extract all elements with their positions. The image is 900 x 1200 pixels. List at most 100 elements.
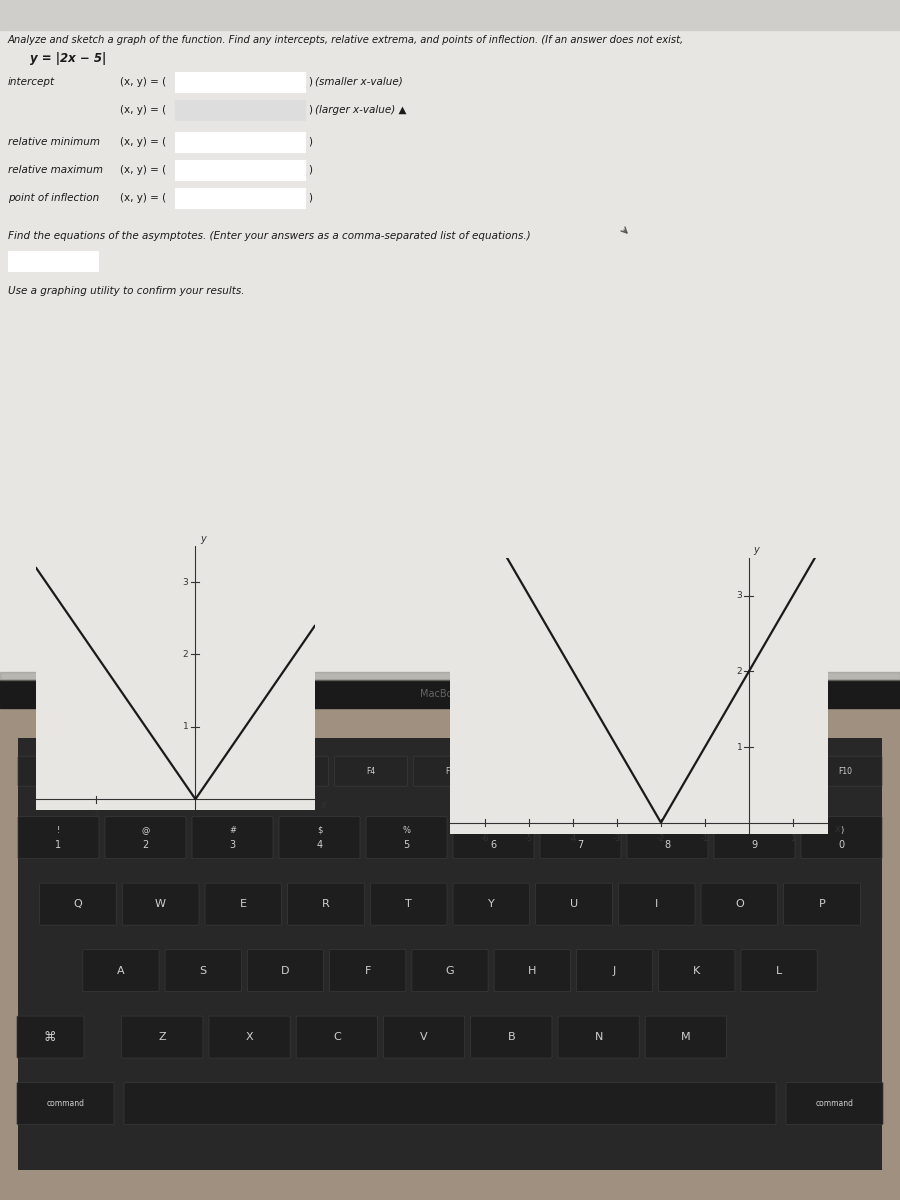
FancyBboxPatch shape (714, 817, 795, 859)
FancyBboxPatch shape (572, 756, 644, 786)
Text: B: B (508, 1032, 515, 1042)
Bar (175, 188, 305, 208)
Text: y: y (201, 534, 206, 544)
Text: P: P (819, 899, 825, 910)
Text: (x, y) = (: (x, y) = ( (120, 137, 166, 146)
FancyBboxPatch shape (248, 949, 324, 991)
Text: -3: -3 (613, 834, 621, 842)
Text: -5: -5 (525, 834, 533, 842)
FancyBboxPatch shape (618, 883, 695, 925)
Text: (: ( (753, 826, 756, 835)
FancyBboxPatch shape (97, 756, 170, 786)
Text: 8: 8 (664, 840, 670, 850)
Text: x: x (834, 823, 840, 834)
FancyBboxPatch shape (383, 1016, 464, 1058)
Text: 1: 1 (790, 834, 796, 842)
Text: H: H (528, 966, 536, 976)
FancyBboxPatch shape (412, 949, 488, 991)
Text: L: L (776, 966, 782, 976)
Bar (0, 0, 900, 30)
FancyBboxPatch shape (335, 756, 408, 786)
Text: V: V (420, 1032, 427, 1042)
FancyBboxPatch shape (17, 1016, 84, 1058)
Text: (x, y) = (: (x, y) = ( (120, 164, 166, 175)
Text: (larger x-value) ▲: (larger x-value) ▲ (315, 104, 407, 115)
Bar (0, 672, 900, 680)
FancyBboxPatch shape (471, 1016, 552, 1058)
FancyBboxPatch shape (105, 817, 186, 859)
Text: (x, y) = (: (x, y) = ( (120, 104, 166, 115)
Text: !: ! (57, 826, 60, 835)
Text: 3: 3 (736, 592, 742, 600)
Text: J: J (613, 966, 617, 976)
FancyBboxPatch shape (329, 949, 406, 991)
FancyBboxPatch shape (176, 756, 249, 786)
Text: (smaller x-value): (smaller x-value) (315, 77, 403, 86)
FancyBboxPatch shape (40, 883, 116, 925)
Text: %: % (402, 826, 410, 835)
Bar (175, 100, 305, 120)
Bar (175, 72, 305, 92)
Text: G: G (446, 966, 454, 976)
FancyBboxPatch shape (413, 756, 487, 786)
Bar (8, 251, 98, 271)
Text: F7: F7 (604, 767, 613, 775)
Text: A: A (117, 966, 125, 976)
Text: -1: -1 (91, 810, 100, 818)
Text: Z: Z (158, 1032, 166, 1042)
Text: I: I (655, 899, 658, 910)
Text: ): ) (308, 137, 312, 146)
Text: F2: F2 (208, 767, 217, 775)
FancyBboxPatch shape (659, 949, 735, 991)
Text: esc: esc (49, 767, 61, 775)
Text: relative maximum: relative maximum (8, 164, 103, 175)
FancyBboxPatch shape (366, 817, 447, 859)
Text: C: C (333, 1032, 341, 1042)
Text: ^: ^ (490, 826, 497, 835)
Text: ): ) (308, 77, 312, 86)
FancyBboxPatch shape (296, 1016, 377, 1058)
Bar (18, 738, 882, 1170)
Text: E: E (239, 899, 247, 910)
Text: -4: -4 (569, 834, 577, 842)
Text: command: command (47, 1099, 85, 1108)
Text: 2: 2 (142, 840, 148, 850)
Text: W: W (155, 899, 166, 910)
Text: Y: Y (488, 899, 495, 910)
Text: S: S (200, 966, 207, 976)
FancyBboxPatch shape (651, 756, 724, 786)
Text: R: R (322, 899, 330, 910)
Text: D: D (281, 966, 290, 976)
FancyBboxPatch shape (256, 756, 328, 786)
Bar (0, 708, 900, 1200)
Text: &: & (577, 826, 584, 835)
FancyBboxPatch shape (18, 817, 99, 859)
Bar (0, 680, 900, 708)
FancyBboxPatch shape (453, 883, 530, 925)
Text: 0: 0 (839, 840, 844, 850)
FancyBboxPatch shape (288, 883, 364, 925)
FancyBboxPatch shape (83, 949, 159, 991)
Text: F9: F9 (761, 767, 771, 775)
FancyBboxPatch shape (536, 883, 612, 925)
Text: N: N (594, 1032, 603, 1042)
Text: ): ) (308, 193, 312, 203)
FancyBboxPatch shape (192, 817, 273, 859)
FancyBboxPatch shape (122, 1016, 202, 1058)
Text: 3: 3 (183, 577, 188, 587)
Text: Find the equations of the asymptotes. (Enter your answers as a comma-separated l: Find the equations of the asymptotes. (E… (8, 230, 531, 241)
Text: *: * (665, 826, 670, 835)
Text: K: K (693, 966, 700, 976)
Text: Analyze and sketch a graph of the function. Find any intercepts, relative extrem: Analyze and sketch a graph of the functi… (8, 35, 684, 44)
FancyBboxPatch shape (18, 756, 91, 786)
Text: F4: F4 (366, 767, 375, 775)
Text: 3: 3 (230, 840, 236, 850)
Text: F6: F6 (525, 767, 534, 775)
FancyBboxPatch shape (645, 1016, 726, 1058)
Text: ): ) (840, 826, 843, 835)
FancyBboxPatch shape (801, 817, 882, 859)
FancyBboxPatch shape (741, 949, 817, 991)
Text: -6: -6 (481, 834, 490, 842)
Text: 5: 5 (403, 840, 410, 850)
FancyBboxPatch shape (701, 883, 778, 925)
